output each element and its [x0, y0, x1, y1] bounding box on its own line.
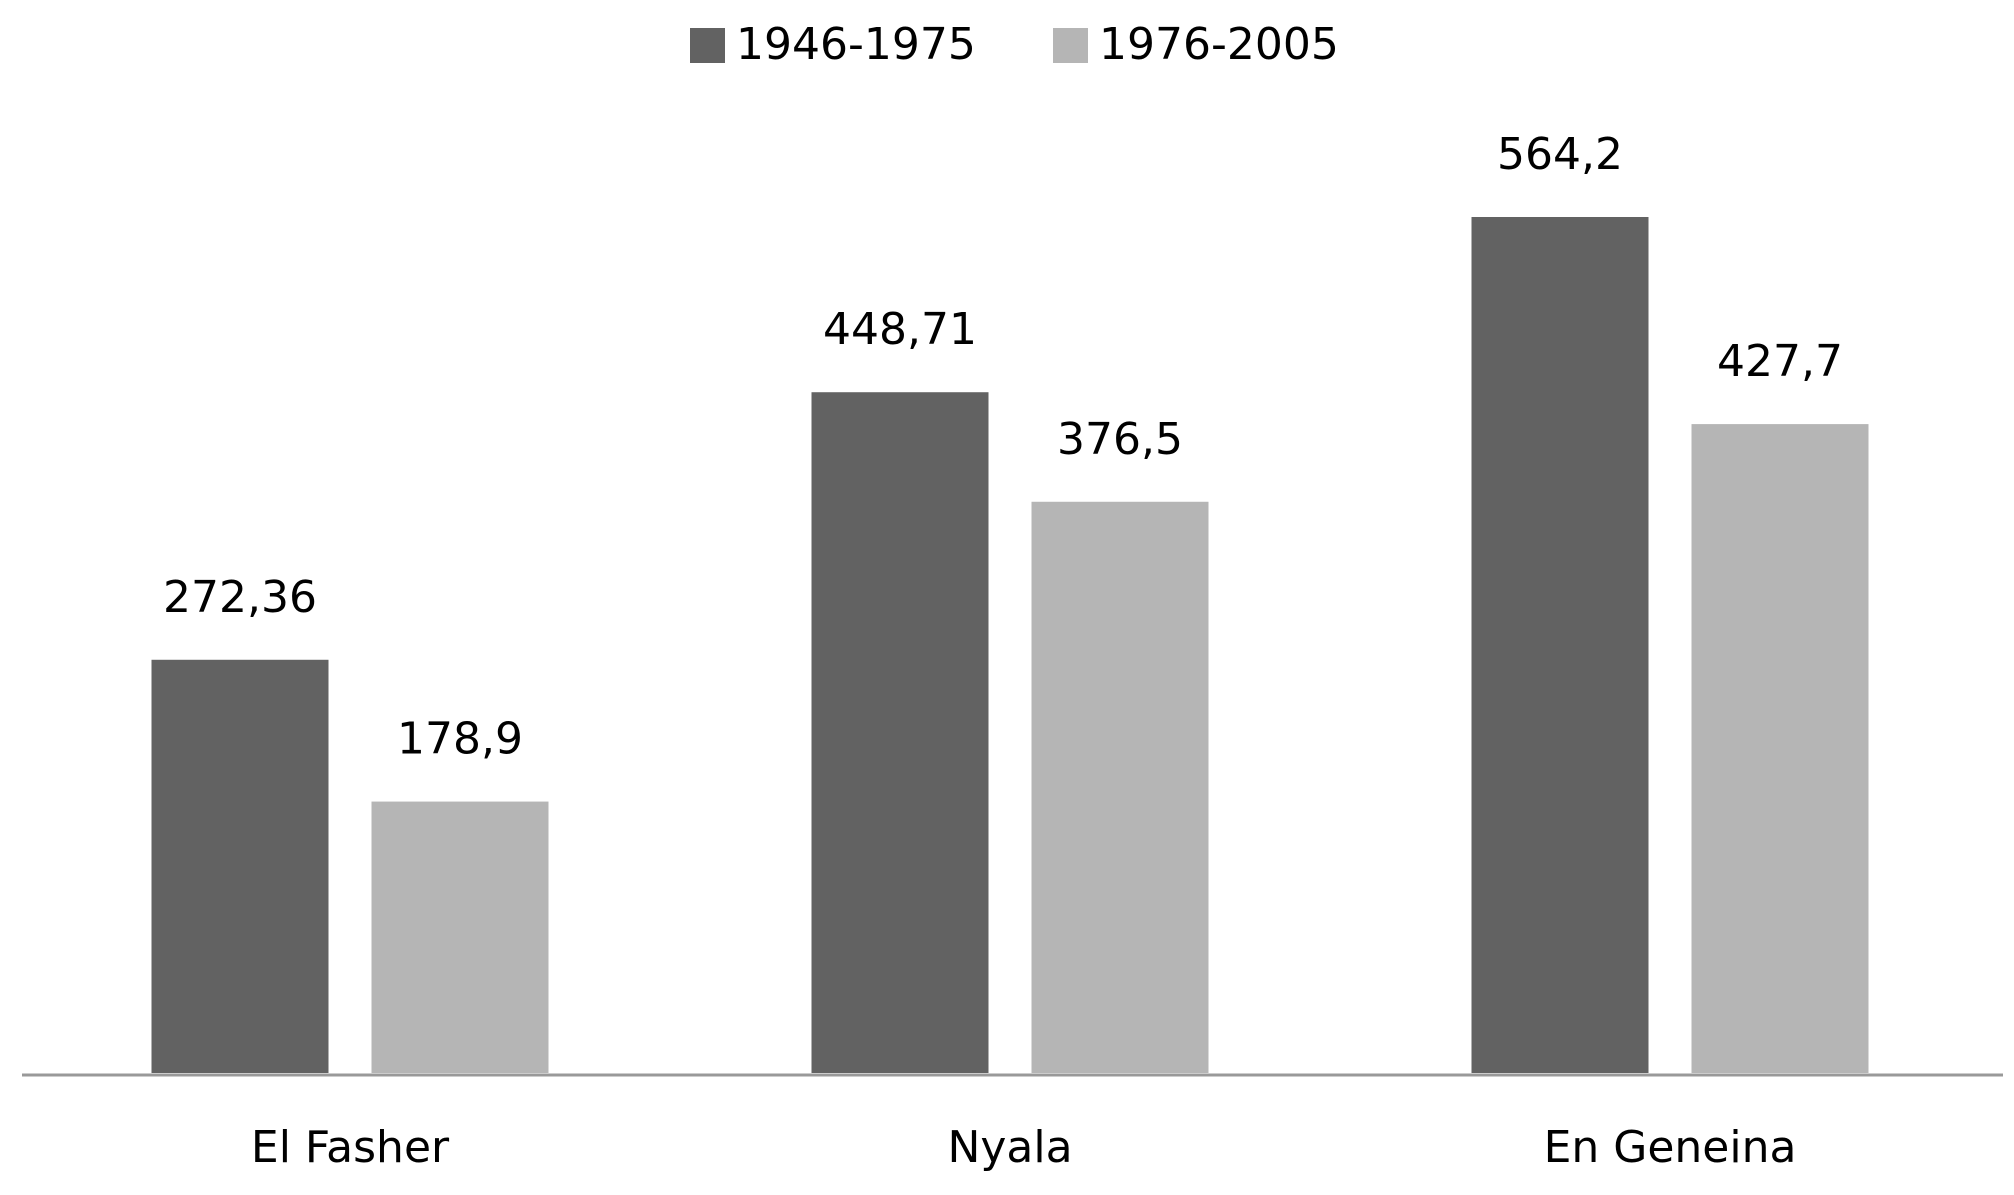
data-label: 178,9: [397, 714, 523, 765]
data-label: 376,5: [1057, 414, 1183, 465]
legend-swatch: [1053, 28, 1088, 63]
bar: [811, 392, 989, 1073]
x-tick-label: El Fasher: [251, 1122, 450, 1173]
bar: [371, 801, 549, 1073]
x-tick-label: En Geneina: [1544, 1122, 1797, 1173]
bar: [151, 659, 329, 1073]
legend-swatch: [690, 28, 725, 63]
data-label: 272,36: [163, 572, 317, 623]
data-label: 427,7: [1717, 336, 1843, 387]
legend-label: 1946-1975: [736, 19, 976, 70]
data-label: 564,2: [1497, 129, 1623, 180]
bar: [1471, 217, 1649, 1073]
legend-label: 1976-2005: [1099, 19, 1339, 70]
data-label: 448,71: [823, 304, 977, 355]
bar: [1691, 424, 1869, 1073]
bar: [1031, 501, 1209, 1073]
x-tick-label: Nyala: [947, 1122, 1072, 1173]
